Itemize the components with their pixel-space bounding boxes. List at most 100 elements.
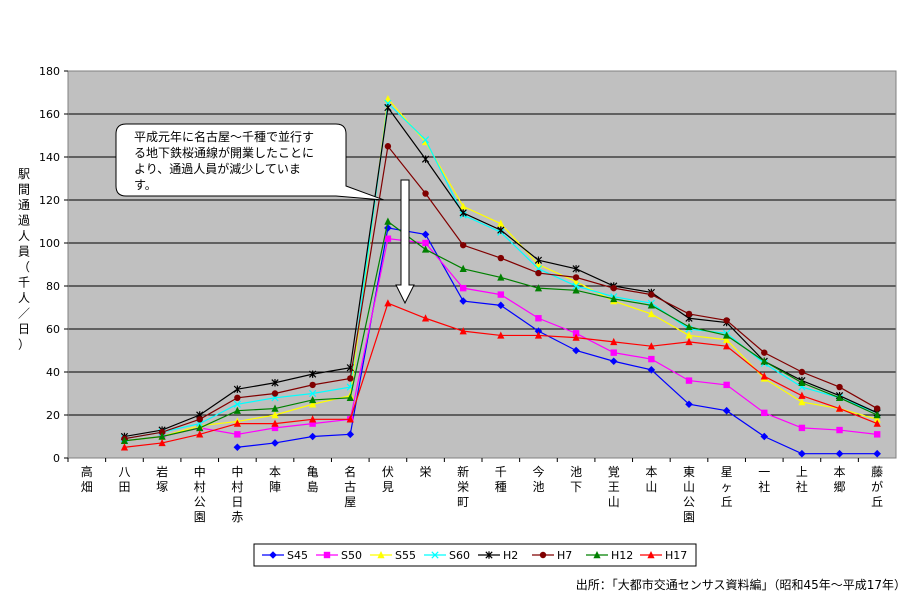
data-point-s50 xyxy=(798,424,806,432)
data-point-h17 xyxy=(459,327,467,335)
x-category-label: 伏見 xyxy=(382,465,394,494)
data-point-s45 xyxy=(722,406,731,415)
data-point-s50 xyxy=(610,349,617,356)
data-point-h12 xyxy=(346,393,354,401)
y-tick-label: 60 xyxy=(46,323,60,336)
data-point-s50 xyxy=(873,431,881,438)
data-point-h7 xyxy=(234,394,241,401)
data-point-h2 xyxy=(459,209,467,217)
legend-label: S60 xyxy=(449,549,470,562)
data-point-s50 xyxy=(384,235,392,242)
data-point-h2 xyxy=(534,256,543,264)
series-h17 xyxy=(120,299,881,451)
data-point-h17 xyxy=(196,430,204,438)
data-point-h12 xyxy=(158,432,166,440)
data-point-h17 xyxy=(346,415,354,423)
data-point-h7 xyxy=(384,143,392,150)
data-point-s55 xyxy=(798,398,806,406)
legend-marker xyxy=(485,551,493,559)
legend-item-s55: S55 xyxy=(370,549,416,562)
data-point-s50 xyxy=(836,426,843,434)
data-point-s60 xyxy=(421,136,430,144)
x-category-label: 八田 xyxy=(118,465,130,494)
data-point-h7 xyxy=(836,383,843,391)
data-point-s60 xyxy=(309,389,317,398)
x-category-label: 本山 xyxy=(645,465,657,494)
data-point-h7 xyxy=(347,375,354,382)
legend-item-h7: H7 xyxy=(532,549,572,562)
series-h7 xyxy=(121,143,881,442)
data-point-s45 xyxy=(534,327,543,335)
data-point-h12 xyxy=(459,264,467,272)
x-category-label: 覚王山 xyxy=(608,465,620,509)
y-axis-ticks: 0 20 40 60 80 100 120 140 160 180 xyxy=(39,65,68,465)
callout-bubble xyxy=(115,123,385,201)
legend-items: S45 S50 S55 S60 H2 H7 H12 H17 xyxy=(262,549,687,562)
data-point-h12 xyxy=(233,406,241,414)
data-point-h17 xyxy=(233,419,241,427)
data-point-h7 xyxy=(723,317,730,324)
data-point-s45 xyxy=(346,430,355,439)
data-point-h17 xyxy=(384,299,392,307)
data-point-h17 xyxy=(534,331,543,339)
data-point-h17 xyxy=(158,438,166,447)
x-category-label: 新栄町 xyxy=(457,464,469,509)
x-category-label: 本郷 xyxy=(834,465,846,494)
data-point-h17 xyxy=(309,415,317,423)
data-point-h2 xyxy=(271,379,279,387)
y-tick-label: 140 xyxy=(39,151,60,164)
data-point-h12 xyxy=(873,411,881,419)
data-point-h17 xyxy=(798,391,806,399)
data-point-s55 xyxy=(873,415,881,423)
data-point-h7 xyxy=(798,368,806,376)
data-point-h17 xyxy=(421,314,430,322)
data-point-h12 xyxy=(120,436,129,444)
data-point-s50 xyxy=(271,424,279,432)
data-point-s50 xyxy=(497,291,505,298)
data-point-s55 xyxy=(685,331,693,339)
decline-arrow xyxy=(395,179,415,305)
x-category-label: 千種 xyxy=(495,465,507,494)
data-point-h17 xyxy=(497,331,505,339)
series-s45 xyxy=(233,224,881,458)
x-category-label: 中村公園 xyxy=(194,464,206,524)
data-point-h12 xyxy=(271,404,279,412)
x-category-label: 本陣 xyxy=(269,465,281,494)
data-point-h2 xyxy=(572,265,580,273)
data-point-s45 xyxy=(609,357,618,366)
x-category-label: 栄 xyxy=(420,465,432,479)
data-point-s45 xyxy=(497,301,505,310)
data-point-s55 xyxy=(572,277,580,285)
legend-label: S45 xyxy=(287,549,308,562)
data-point-s55 xyxy=(647,309,655,318)
data-point-h12 xyxy=(572,286,580,294)
x-category-label: 星ヶ丘 xyxy=(721,465,733,509)
legend-marker xyxy=(539,551,547,559)
legend-item-h12: H12 xyxy=(586,549,633,562)
data-point-s45 xyxy=(421,230,430,239)
series-layer xyxy=(120,94,881,458)
data-point-h2 xyxy=(309,370,317,378)
data-point-h12 xyxy=(685,322,693,331)
legend-label: S55 xyxy=(395,549,416,562)
data-point-s50 xyxy=(761,409,768,417)
x-category-label: 上社 xyxy=(796,465,808,494)
data-point-h17 xyxy=(835,404,844,412)
data-point-h17 xyxy=(120,443,129,451)
data-point-h12 xyxy=(421,245,430,253)
data-point-h7 xyxy=(572,274,580,281)
data-point-h12 xyxy=(798,378,806,386)
data-point-s55 xyxy=(271,411,279,419)
data-point-s50 xyxy=(422,239,429,247)
data-point-s45 xyxy=(384,224,392,232)
data-point-s45 xyxy=(835,449,844,458)
legend-label: H12 xyxy=(611,549,633,562)
series-s50 xyxy=(121,235,881,444)
legend-item-h17: H17 xyxy=(640,549,687,562)
y-axis-label: 駅間通過人員（千人／日） xyxy=(18,167,30,352)
x-category-label: 中村日赤 xyxy=(231,464,243,524)
data-point-h7 xyxy=(309,381,316,389)
legend-marker xyxy=(323,551,331,559)
data-point-s60 xyxy=(233,400,241,408)
data-point-s60 xyxy=(572,282,580,290)
